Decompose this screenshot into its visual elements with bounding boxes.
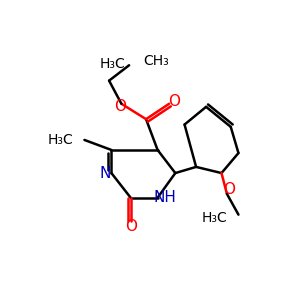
Text: O: O xyxy=(223,182,235,197)
Text: O: O xyxy=(114,99,126,114)
Text: H₃C: H₃C xyxy=(100,57,125,71)
Text: H₃C: H₃C xyxy=(48,133,74,147)
Text: H₃C: H₃C xyxy=(202,211,228,225)
Text: CH₃: CH₃ xyxy=(143,54,169,68)
Text: O: O xyxy=(125,220,137,235)
Text: N: N xyxy=(100,166,111,181)
Text: O: O xyxy=(169,94,181,109)
Text: NH: NH xyxy=(154,190,177,205)
